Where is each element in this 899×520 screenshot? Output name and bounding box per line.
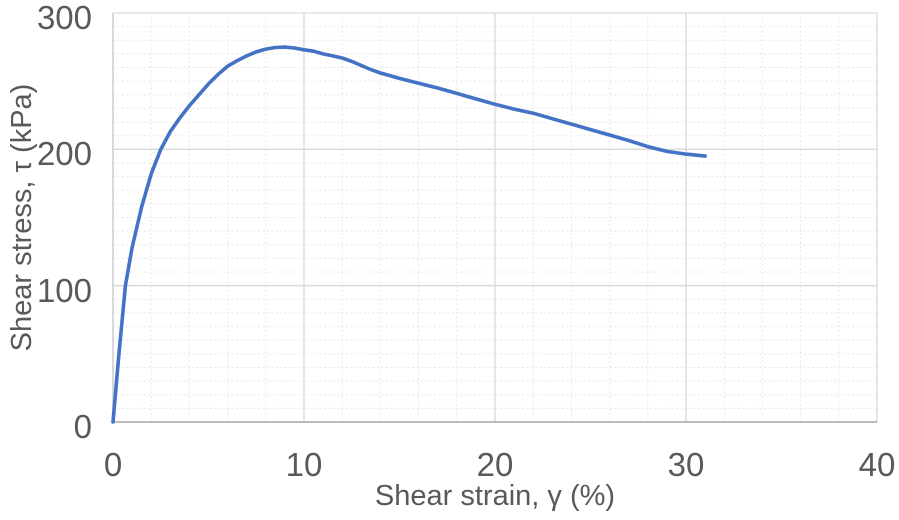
data-series	[111, 45, 707, 424]
x-axis-title: Shear strain, γ (%)	[374, 480, 616, 512]
x-tick-label-10: 10	[285, 446, 323, 483]
x-tick-label-20: 20	[476, 446, 514, 483]
x-tick-label-0: 0	[103, 446, 123, 483]
y-tick-label-200: 200	[36, 135, 92, 173]
major-gridlines	[113, 12, 878, 422]
y-tick-label-300: 300	[36, 0, 92, 36]
y-tick-label-100: 100	[36, 271, 92, 309]
y-axis-title: Shear stress, τ (kPa)	[6, 83, 38, 352]
axis-lines	[112, 13, 877, 423]
shear-stress-curve	[111, 45, 707, 424]
x-tick-label-40: 40	[858, 446, 896, 483]
y-tick-label-0: 0	[73, 408, 92, 445]
x-tick-label-30: 30	[667, 446, 705, 483]
